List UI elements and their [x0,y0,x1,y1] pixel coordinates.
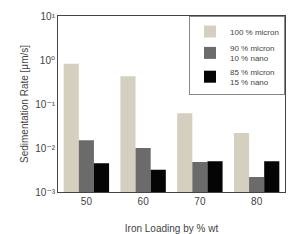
svg-text:Iron Loading by % wt: Iron Loading by % wt [125,223,219,234]
svg-text:10⁻³: 10⁻³ [35,187,55,198]
svg-text:70: 70 [194,196,206,207]
svg-text:10⁰: 10⁰ [40,55,55,66]
svg-text:10⁻²: 10⁻² [35,143,55,154]
svg-text:80: 80 [251,196,263,207]
svg-text:10¹: 10¹ [41,11,56,22]
svg-text:90 % micron10 % nano: 90 % micron10 % nano [230,44,274,63]
svg-text:Sedimentation Rate [μm/s]: Sedimentation Rate [μm/s] [19,45,30,163]
svg-text:50: 50 [81,196,93,207]
svg-text:85 % micron15 % nano: 85 % micron15 % nano [230,68,274,87]
svg-text:10⁻¹: 10⁻¹ [35,99,55,110]
svg-text:100 % micron: 100 % micron [230,28,279,37]
svg-text:60: 60 [138,196,150,207]
